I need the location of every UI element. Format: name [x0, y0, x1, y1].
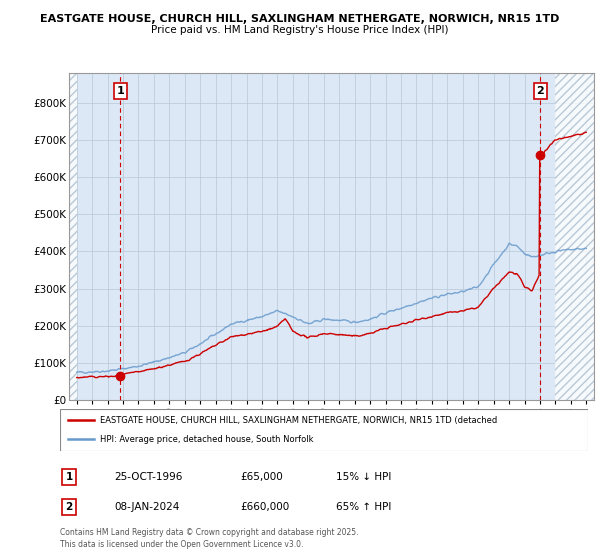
Text: £660,000: £660,000	[240, 502, 289, 512]
Text: 25-OCT-1996: 25-OCT-1996	[114, 472, 182, 482]
Text: 08-JAN-2024: 08-JAN-2024	[114, 502, 179, 512]
Text: 2: 2	[65, 502, 73, 512]
Text: £65,000: £65,000	[240, 472, 283, 482]
Text: HPI: Average price, detached house, South Norfolk: HPI: Average price, detached house, Sout…	[100, 435, 313, 444]
Text: EASTGATE HOUSE, CHURCH HILL, SAXLINGHAM NETHERGATE, NORWICH, NR15 1TD: EASTGATE HOUSE, CHURCH HILL, SAXLINGHAM …	[40, 14, 560, 24]
Text: 1: 1	[65, 472, 73, 482]
Text: 2: 2	[536, 86, 544, 96]
Text: 65% ↑ HPI: 65% ↑ HPI	[336, 502, 391, 512]
Text: 1: 1	[116, 86, 124, 96]
Text: EASTGATE HOUSE, CHURCH HILL, SAXLINGHAM NETHERGATE, NORWICH, NR15 1TD (detached: EASTGATE HOUSE, CHURCH HILL, SAXLINGHAM …	[100, 416, 497, 424]
Bar	[69, 73, 77, 400]
Bar	[556, 73, 594, 400]
Text: Contains HM Land Registry data © Crown copyright and database right 2025.
This d: Contains HM Land Registry data © Crown c…	[60, 528, 359, 549]
Text: Price paid vs. HM Land Registry's House Price Index (HPI): Price paid vs. HM Land Registry's House …	[151, 25, 449, 35]
Text: 15% ↓ HPI: 15% ↓ HPI	[336, 472, 391, 482]
